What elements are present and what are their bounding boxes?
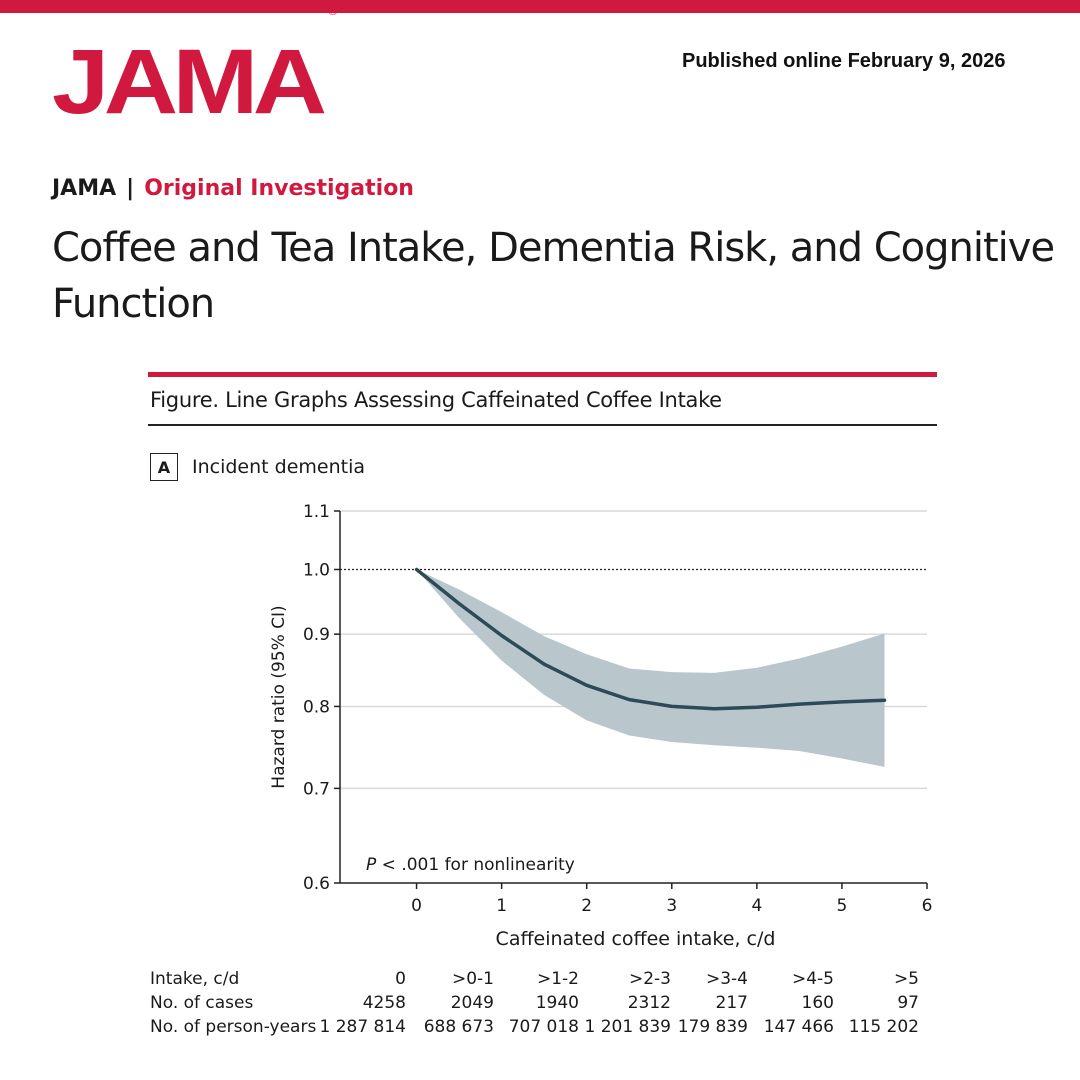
table-cell: 1 287 814	[319, 1017, 406, 1037]
table-row-label: No. of person-years	[150, 1017, 317, 1037]
table-cell: 707 018	[508, 1017, 579, 1037]
top-accent-bar	[0, 0, 1080, 13]
x-tick-label: 3	[666, 896, 677, 916]
x-tick-label: 4	[751, 896, 762, 916]
table-cell: 4258	[362, 993, 406, 1013]
y-tick-label: 0.6	[303, 874, 330, 894]
table-cell: 0	[395, 969, 406, 989]
x-tick-label: 2	[581, 896, 592, 916]
table-cell: >4-5	[791, 969, 834, 989]
table-cell: 2049	[450, 993, 494, 1013]
x-axis-label: Caffeinated coffee intake, c/d	[496, 928, 776, 950]
logo-text: JAMA	[52, 31, 327, 133]
table-cell: >2-3	[628, 969, 671, 989]
x-tick-label: 0	[411, 896, 422, 916]
y-tick-label: 0.8	[303, 697, 330, 717]
x-tick-label: 1	[496, 896, 507, 916]
article-title-line-1: Coffee and Tea Intake, Dementia Risk, an…	[52, 225, 1055, 271]
table-cell: 115 202	[848, 1017, 919, 1037]
table-cell: 217	[715, 993, 748, 1013]
table-row-label: Intake, c/d	[150, 969, 240, 989]
table-cell: >5	[893, 969, 919, 989]
kicker-separator: |	[126, 176, 135, 201]
figure-bottom-rule	[148, 424, 937, 426]
x-tick-label: 5	[837, 896, 848, 916]
journal-name: JAMA	[52, 176, 117, 201]
y-tick-label: 1.0	[303, 560, 330, 580]
x-tick-label: 6	[922, 896, 933, 916]
figure-top-rule	[148, 372, 937, 377]
article-section: Original Investigation	[144, 176, 414, 201]
confidence-band	[416, 569, 885, 767]
table-cell: >0-1	[451, 969, 494, 989]
table-cell: 179 839	[677, 1017, 748, 1037]
y-tick-label: 1.1	[303, 502, 330, 522]
y-tick-label: 0.9	[303, 625, 330, 645]
table-cell: 2312	[627, 993, 671, 1013]
article-title-line-2: Function	[52, 281, 215, 327]
y-axis-label: Hazard ratio (95% CI)	[269, 605, 289, 788]
article-kicker: JAMA | Original Investigation	[52, 176, 414, 201]
table-cell: 147 466	[763, 1017, 834, 1037]
article-title: Coffee and Tea Intake, Dementia Risk, an…	[52, 220, 1080, 332]
y-tick-label: 0.7	[303, 779, 330, 799]
table-cell: 1940	[535, 993, 579, 1013]
table-cell: >1-2	[536, 969, 579, 989]
publication-date: Published online February 9, 2026	[682, 50, 1006, 72]
hazard-ratio-curve	[414, 567, 887, 711]
table-cell: 1 201 839	[584, 1017, 671, 1037]
table-row-label: No. of cases	[150, 993, 254, 1013]
table-cell: >3-4	[705, 969, 748, 989]
nonlinearity-annotation: P < .001 for nonlinearity	[366, 855, 575, 875]
figure-caption: Figure. Line Graphs Assessing Caffeinate…	[150, 388, 722, 412]
panel-letter-box: A	[150, 453, 178, 481]
table-cell: 97	[897, 993, 919, 1013]
table-cell: 160	[801, 993, 834, 1013]
jama-logo: JAMA®	[52, 7, 337, 128]
panel-title: Incident dementia	[192, 456, 366, 478]
table-cell: 688 673	[423, 1017, 494, 1037]
registered-mark: ®	[328, 6, 338, 19]
